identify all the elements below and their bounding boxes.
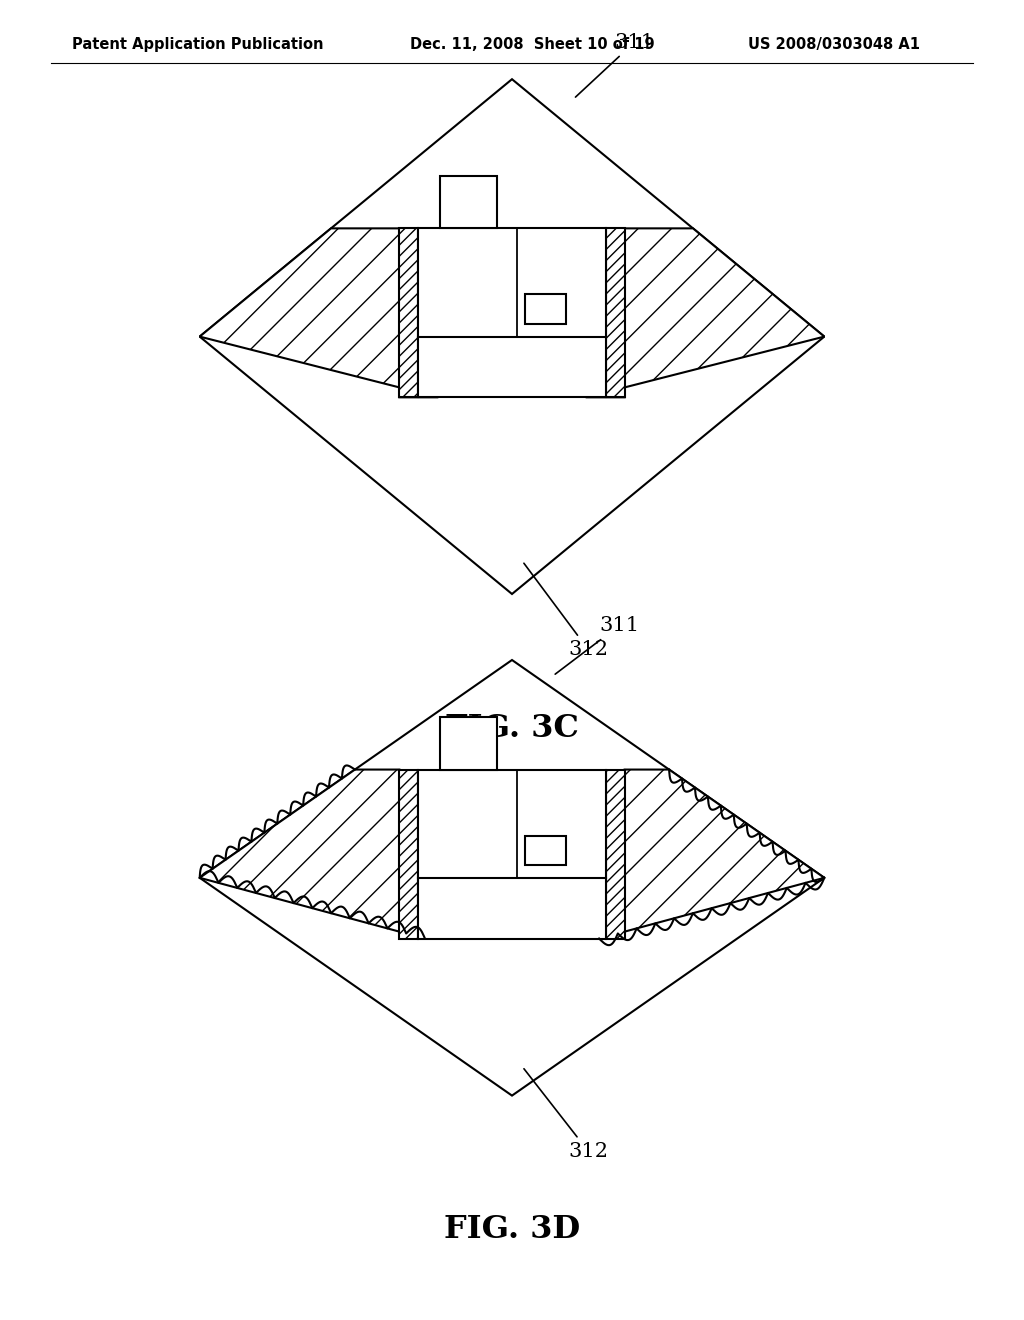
Text: Patent Application Publication: Patent Application Publication <box>72 37 324 51</box>
Bar <box>440 176 497 228</box>
Polygon shape <box>599 770 824 939</box>
Bar <box>399 228 418 397</box>
Text: 312: 312 <box>524 1069 608 1160</box>
Bar <box>418 228 606 397</box>
Text: Dec. 11, 2008  Sheet 10 of 19: Dec. 11, 2008 Sheet 10 of 19 <box>410 37 654 51</box>
Polygon shape <box>200 770 425 939</box>
Bar <box>399 770 418 939</box>
Bar <box>525 836 566 865</box>
Text: 311: 311 <box>555 616 639 675</box>
Bar <box>606 770 625 939</box>
Text: 311: 311 <box>575 33 654 98</box>
Text: 312: 312 <box>524 564 608 659</box>
Polygon shape <box>586 228 824 397</box>
Bar <box>606 228 625 397</box>
Polygon shape <box>200 228 438 397</box>
Text: FIG. 3D: FIG. 3D <box>443 1214 581 1245</box>
Bar <box>418 770 606 939</box>
Bar <box>525 294 566 323</box>
Bar <box>440 717 497 770</box>
Text: US 2008/0303048 A1: US 2008/0303048 A1 <box>748 37 920 51</box>
Text: FIG. 3C: FIG. 3C <box>445 713 579 743</box>
